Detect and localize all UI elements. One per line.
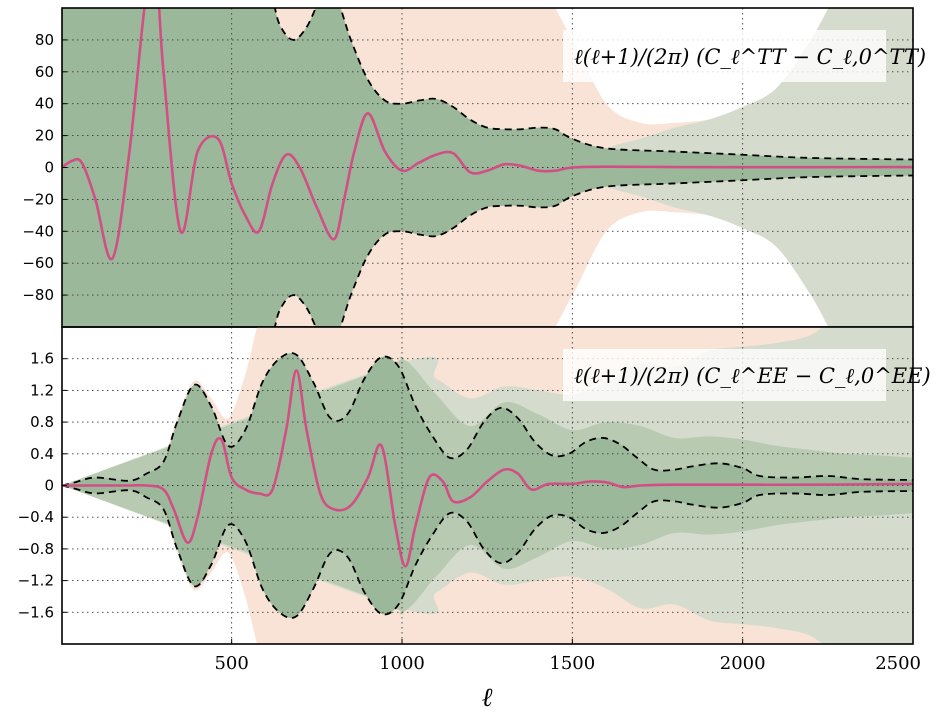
ee-ytick-label: −0.4	[18, 508, 54, 526]
ee-ytick-label: −1.6	[18, 603, 54, 621]
tt-y-axis: −80 −60 −40 −20 0 20 40 60 80	[22, 31, 67, 304]
ee-plot-frame	[61, 326, 914, 645]
ee-ytick-label: 0.4	[30, 445, 54, 463]
tt-ytick-label: 60	[35, 63, 54, 81]
ee-legend-label: ℓ(ℓ+1)/(2π) (C_ℓ^EE − C_ℓ,0^EE)	[574, 364, 931, 388]
xtick-label: 2500	[875, 653, 921, 674]
tt-ytick-label: 80	[35, 31, 54, 49]
tt-upper-envelope-line	[273, 8, 913, 161]
ee-ytick-label: 0	[44, 477, 54, 495]
tt-ytick-label: −40	[22, 222, 54, 240]
x-axis: 500 1000 1500 2000 2500	[214, 639, 921, 674]
tt-ytick-label: 0	[44, 159, 54, 177]
tt-residual-panel: ℓ(ℓ+1)/(2π) (C_ℓ^TT − C_ℓ,0^TT) −80 −60 −4…	[22, 7, 926, 328]
xtick-label: 2000	[720, 653, 766, 674]
ee-ytick-label: 1.2	[30, 381, 54, 399]
ee-grid	[62, 327, 913, 644]
tt-ytick-label: 40	[35, 95, 54, 113]
ee-ytick-label: 1.6	[30, 350, 54, 368]
xtick-label: 500	[214, 653, 248, 674]
ee-residual-line	[62, 369, 913, 568]
ee-legend-box	[563, 349, 886, 401]
tt-legend: ℓ(ℓ+1)/(2π) (C_ℓ^TT − C_ℓ,0^TT)	[563, 30, 926, 82]
x-axis-label: ℓ	[482, 683, 493, 713]
tt-legend-label: ℓ(ℓ+1)/(2π) (C_ℓ^TT − C_ℓ,0^TT)	[574, 45, 926, 69]
tt-legend-box	[563, 30, 886, 82]
ee-ytick-label: 0.8	[30, 413, 54, 431]
ee-ytick-label: −0.8	[18, 540, 54, 558]
ee-ytick-label: −1.2	[18, 572, 54, 590]
tt-residual-line	[62, 8, 913, 261]
tt-lower-envelope-line	[273, 174, 913, 327]
ee-legend: ℓ(ℓ+1)/(2π) (C_ℓ^EE − C_ℓ,0^EE)	[563, 349, 931, 401]
xtick-label: 1000	[379, 653, 425, 674]
ee-residual-panel: ℓ(ℓ+1)/(2π) (C_ℓ^EE − C_ℓ,0^EE) −1.6 −1.2…	[18, 326, 931, 674]
ee-lower-envelope-line	[62, 484, 913, 619]
tt-grid	[62, 8, 913, 327]
ee-y-axis: −1.6 −1.2 −0.8 −0.4 0 0.4 0.8 1.2 1.6	[18, 350, 67, 621]
tt-ytick-label: −20	[22, 190, 54, 208]
tt-ytick-label: −80	[22, 286, 54, 304]
ee-lines	[62, 352, 913, 619]
tt-ytick-label: −60	[22, 254, 54, 272]
ee-upper-envelope-line	[62, 352, 913, 487]
tt-ytick-label: 20	[35, 127, 54, 145]
xtick-label: 1500	[549, 653, 595, 674]
tt-lines	[62, 8, 913, 327]
